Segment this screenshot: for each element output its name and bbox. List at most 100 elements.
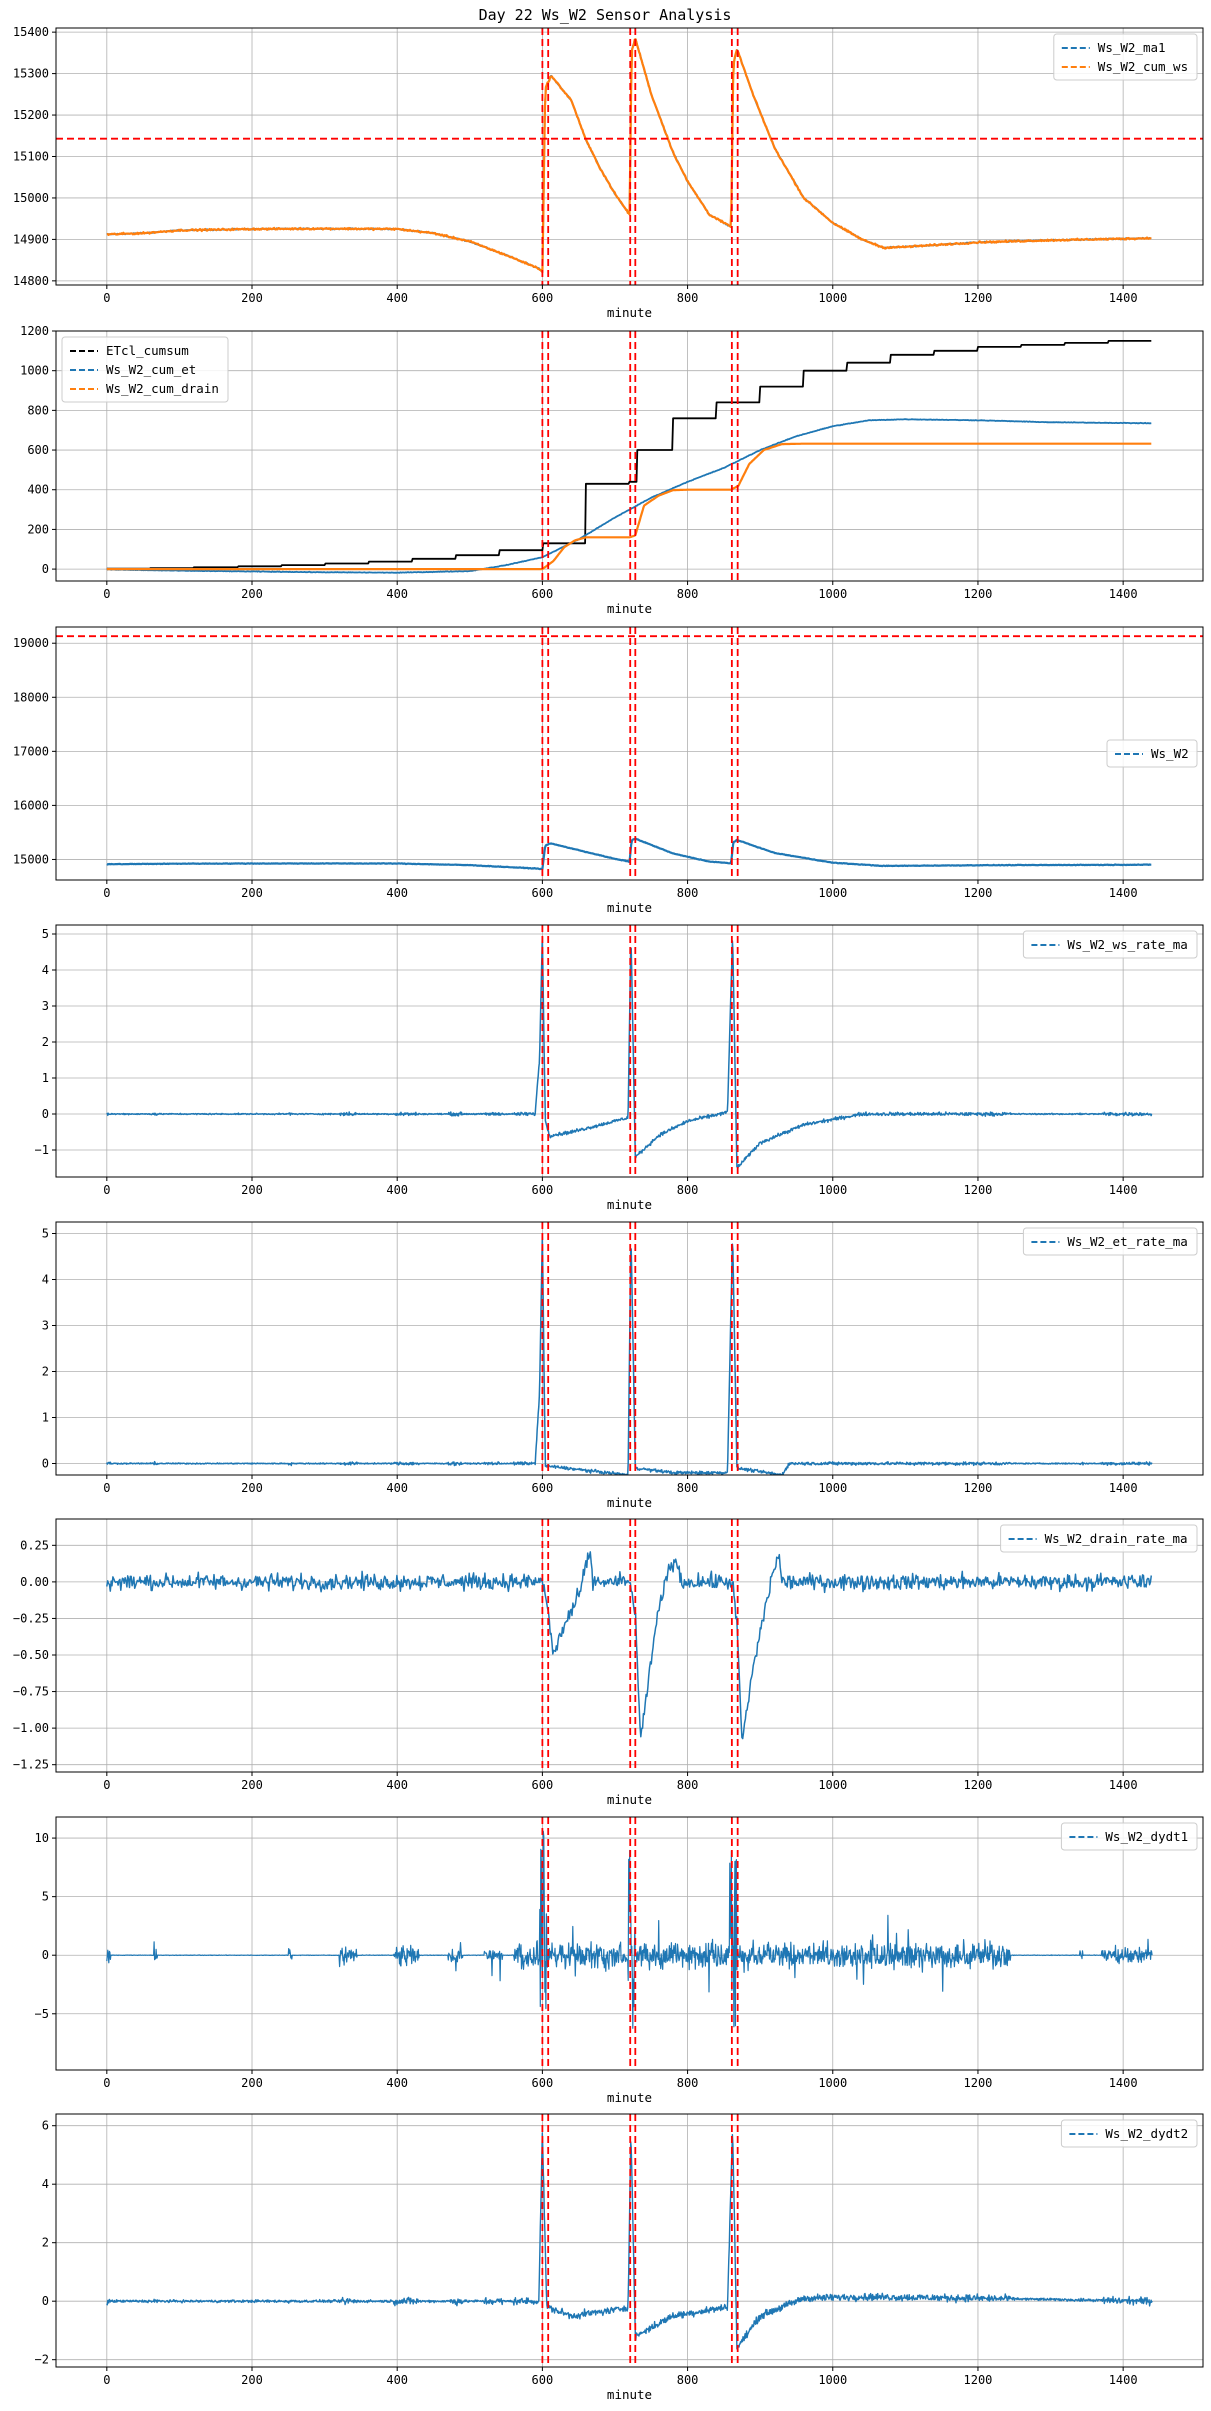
x-axis-label: minute [607, 900, 652, 915]
y-tick-label: 15000 [13, 191, 49, 205]
x-tick-label: 400 [386, 886, 408, 900]
y-tick-label: 2 [42, 2236, 49, 2250]
legend-box [1106, 739, 1198, 768]
y-tick-label: 15300 [13, 67, 49, 81]
y-tick-label: 19000 [13, 636, 49, 650]
axes-frame [55, 626, 1204, 881]
x-tick-label: 1200 [964, 1481, 993, 1495]
series-Ws_W2_drain_rate_ma [106, 1551, 1153, 1740]
x-tick-label: 0 [103, 587, 110, 601]
x-tick-label: 200 [241, 2076, 263, 2090]
x-tick-label: 1200 [964, 1183, 993, 1197]
series-Ws_W2_ma1 [106, 38, 1152, 273]
grid [56, 2114, 1203, 2367]
figure-title: Day 22 Ws_W2 Sensor Analysis [479, 6, 732, 24]
legend-label: Ws_W2_dydt1 [1105, 1829, 1188, 1844]
plot-area [106, 1222, 1153, 1475]
legend-box [1022, 930, 1198, 959]
legend-label: Ws_W2_cum_ws [1098, 59, 1188, 74]
y-tick-label: 0.00 [20, 1575, 49, 1589]
x-tick-label: 1400 [1109, 587, 1138, 601]
y-tick-label: −1.00 [13, 1721, 49, 1735]
x-tick-label: 0 [103, 1481, 110, 1495]
y-tick-label: 1 [42, 1411, 49, 1425]
legend: Ws_W2_dydt2 [1060, 2119, 1198, 2148]
panel-etrate: 0 200 400 600 800 1000 1200 1400 0 1 2 3 4 5 minute Ws_… [42, 1221, 1204, 1510]
y-tick-label: 2 [42, 1365, 49, 1379]
axes-frame [55, 330, 1204, 582]
x-tick-label: 800 [677, 1481, 699, 1495]
y-tick-label: 0 [42, 1107, 49, 1121]
legend-label: Ws_W2_cum_drain [106, 381, 219, 396]
series-Ws_W2_dydt1 [106, 1830, 1153, 2029]
x-tick-label: 1200 [964, 2373, 993, 2387]
panel-dydt2: 0 200 400 600 800 1000 1200 1400 −2 0 2 4 6 minute Ws_… [35, 2113, 1204, 2402]
x-tick-label: 1400 [1109, 2373, 1138, 2387]
axes-frame [55, 1518, 1204, 1773]
x-axis-label: minute [607, 1495, 652, 1510]
x-tick-label: 0 [103, 2076, 110, 2090]
x-tick-label: 400 [386, 587, 408, 601]
y-tick-label: 10 [35, 1831, 49, 1845]
x-tick-label: 0 [103, 291, 110, 305]
legend: Ws_W2_dydt1 [1060, 1822, 1198, 1851]
y-tick-label: 4 [42, 1273, 49, 1287]
panel-dydt1: 0 200 400 600 800 1000 1200 1400 −5 0 5 10 minute Ws_… [35, 1816, 1204, 2105]
legend: Ws_W2_et_rate_ma [1022, 1227, 1198, 1256]
x-tick-label: 200 [241, 1778, 263, 1792]
x-tick-label: 1200 [964, 1778, 993, 1792]
axes-frame [55, 2113, 1204, 2368]
x-tick-label: 200 [241, 886, 263, 900]
axes-frame [55, 1221, 1204, 1476]
legend-label: Ws_W2_ma1 [1098, 40, 1166, 55]
y-tick-label: 200 [27, 522, 49, 536]
legend: Ws_W2_ws_rate_ma [1022, 930, 1198, 959]
plot-area [106, 1519, 1153, 1772]
legend-label: Ws_W2 [1151, 746, 1189, 761]
legend-box [1053, 33, 1198, 81]
panel-ma1: 0 200 400 600 800 1000 1200 1400 14800 14900 15000… [13, 25, 1204, 320]
x-tick-label: 200 [241, 1481, 263, 1495]
x-tick-label: 600 [532, 587, 554, 601]
panel-wsrate: 0 200 400 600 800 1000 1200 1400 −1 0 1 2 3 4 5 minute W… [35, 924, 1204, 1212]
panel-raw: 0 200 400 600 800 1000 1200 1400 15000 16000 17000… [13, 626, 1204, 915]
y-tick-label: 14900 [13, 232, 49, 246]
x-tick-label: 400 [386, 2076, 408, 2090]
x-tick-label: 1400 [1109, 1778, 1138, 1792]
x-tick-label: 1000 [818, 1481, 847, 1495]
axes-frame [55, 924, 1204, 1178]
x-tick-label: 1400 [1109, 291, 1138, 305]
legend: Ws_W2_drain_rate_ma [1000, 1524, 1198, 1553]
legend-label: Ws_W2_dydt2 [1105, 2126, 1188, 2141]
y-tick-label: −1.25 [13, 1758, 49, 1772]
y-tick-label: 0 [42, 562, 49, 576]
y-tick-label: 15400 [13, 25, 49, 39]
x-tick-label: 800 [677, 587, 699, 601]
y-tick-label: 400 [27, 483, 49, 497]
x-tick-label: 600 [532, 2373, 554, 2387]
x-tick-label: 600 [532, 291, 554, 305]
legend-label: Ws_W2_drain_rate_ma [1045, 1531, 1188, 1546]
plot-area [106, 331, 1152, 581]
panel-drainrate: 0 200 400 600 800 1000 1200 1400 −1.25 −1.00 −0.75… [13, 1518, 1204, 1807]
legend: Ws_W2_ma1 Ws_W2_cum_ws [1053, 33, 1198, 81]
x-tick-label: 1000 [818, 291, 847, 305]
x-tick-label: 0 [103, 1183, 110, 1197]
series-Ws_W2_cum_et [106, 418, 1152, 574]
x-tick-label: 400 [386, 1778, 408, 1792]
y-tick-label: 17000 [13, 744, 49, 758]
plot-area [106, 1817, 1153, 2070]
x-tick-label: 1000 [818, 587, 847, 601]
x-tick-label: 600 [532, 1481, 554, 1495]
x-axis-label: minute [607, 601, 652, 616]
x-tick-label: 400 [386, 1183, 408, 1197]
x-axis-label: minute [607, 2387, 652, 2402]
series-Ws_W2_dydt2 [106, 2132, 1153, 2350]
y-tick-label: 16000 [13, 798, 49, 812]
y-tick-label: 0 [42, 1457, 49, 1471]
x-tick-label: 1000 [818, 1183, 847, 1197]
plot-area [106, 2114, 1153, 2367]
y-tick-label: 3 [42, 999, 49, 1013]
x-tick-label: 400 [386, 2373, 408, 2387]
series-Ws_W2 [106, 837, 1152, 871]
